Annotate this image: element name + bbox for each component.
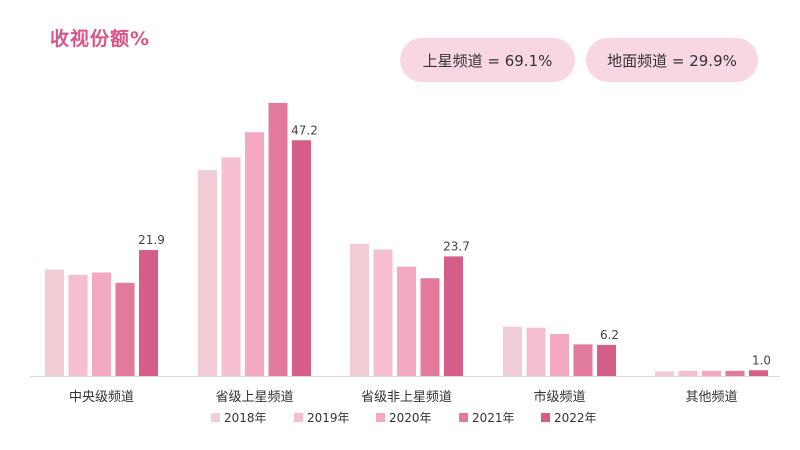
bar-3-1 [526, 327, 546, 376]
legend-swatch [294, 413, 303, 422]
bar-1-1 [221, 157, 241, 376]
data-label: 21.9 [138, 233, 165, 247]
bar-4-2 [702, 370, 721, 376]
legend-label: 2022年 [554, 411, 597, 425]
category-label: 中央级频道 [69, 390, 134, 405]
category-label: 其他频道 [685, 390, 737, 405]
category-label: 省级非上星频道 [361, 390, 452, 405]
bar-3-3 [573, 344, 593, 376]
chart-title: 收视份额% [50, 28, 151, 50]
bar-4-3 [725, 370, 745, 376]
bar-1-0 [198, 170, 217, 376]
category-label: 省级上星频道 [215, 390, 293, 405]
data-label: 47.2 [291, 123, 318, 137]
bar-1-4 [292, 140, 311, 376]
bar-2-0 [350, 243, 369, 376]
bar-0-2 [92, 272, 111, 376]
bar-0-0 [45, 269, 64, 376]
bar-2-1 [373, 249, 393, 376]
bar-2-3 [420, 278, 440, 376]
terrestrial-share-text: 地面频道 = 29.9% [607, 51, 737, 70]
category-label: 市级频道 [533, 389, 585, 405]
bar-2-2 [397, 266, 416, 376]
terrestrial-share-badge: 地面频道 = 29.9% [586, 38, 758, 82]
satellite-share-text: 上星频道 = 69.1% [422, 51, 553, 70]
bar-1-3 [268, 102, 288, 376]
bar-3-4 [597, 344, 616, 376]
data-label: 6.2 [600, 328, 619, 342]
legend-label: 2019年 [307, 411, 350, 425]
bar-3-2 [550, 334, 569, 376]
bar-1-2 [245, 132, 264, 376]
bar-3-0 [503, 326, 522, 376]
legend-swatch [459, 413, 468, 422]
legend-label: 2018年 [224, 411, 267, 425]
data-label: 1.0 [752, 353, 771, 367]
legend-swatch [211, 413, 220, 422]
bar-2-4 [444, 256, 463, 376]
bar-4-0 [655, 371, 674, 376]
satellite-share-badge: 上星频道 = 69.1% [400, 38, 575, 82]
bar-0-3 [115, 282, 135, 376]
bar-4-4 [749, 370, 768, 376]
legend-swatch [541, 413, 550, 422]
bar-0-4 [139, 250, 158, 376]
legend-swatch [376, 413, 385, 422]
bar-0-1 [68, 274, 88, 376]
bar-4-1 [678, 370, 698, 376]
legend-label: 2020年 [389, 411, 432, 425]
data-label: 23.7 [443, 239, 470, 253]
legend-label: 2021年 [472, 411, 515, 425]
